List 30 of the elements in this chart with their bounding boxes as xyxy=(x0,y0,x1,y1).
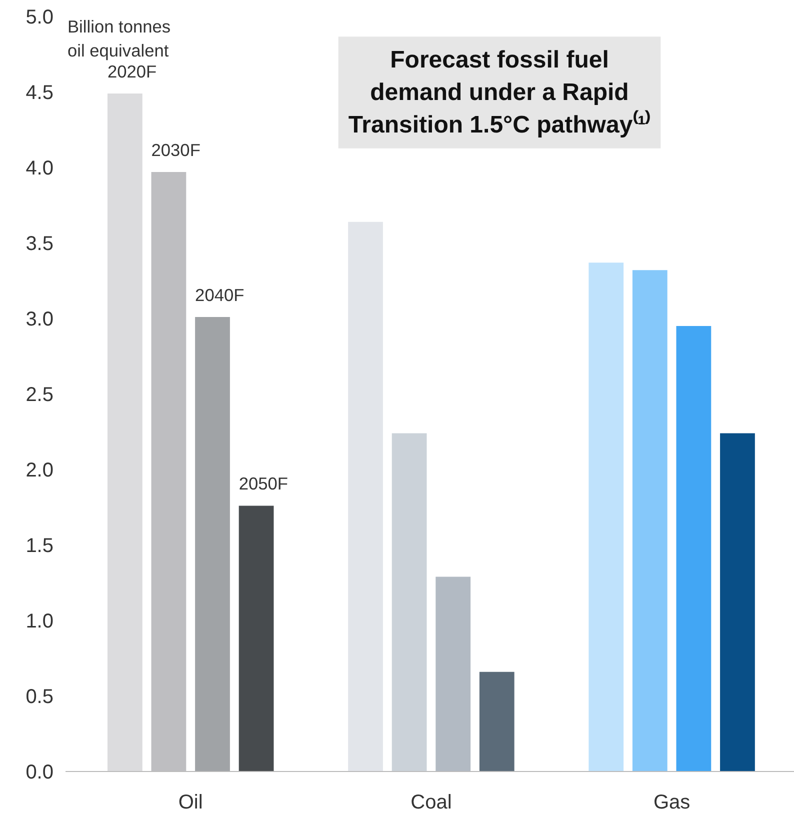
bar xyxy=(107,94,142,772)
y-tick-label: 4.5 xyxy=(26,82,54,104)
bar xyxy=(479,672,514,772)
y-tick-label: 3.0 xyxy=(26,308,54,330)
bar xyxy=(676,326,712,772)
y-tick-label: 2.5 xyxy=(26,384,54,406)
x-tick-label: Coal xyxy=(410,792,452,814)
bar xyxy=(348,222,383,772)
y-tick-label: 0.0 xyxy=(26,762,54,784)
bar xyxy=(238,506,274,772)
y-axis-title: Billion tonnes oil equivalent xyxy=(68,16,171,60)
series-label: 2050F xyxy=(238,474,288,494)
bar xyxy=(720,433,755,772)
y-tick-label: 0.5 xyxy=(26,686,54,708)
y-tick-label: 2.0 xyxy=(26,460,54,482)
bar xyxy=(392,433,427,772)
series-label: 2030F xyxy=(151,140,200,160)
y-tick-label: 1.5 xyxy=(26,535,54,557)
y-tick-label: 3.5 xyxy=(26,233,54,255)
text: Forecast fossil fuel demand under a Rapid Transition 1.5°C pathway⁽¹⁾ xyxy=(348,46,651,138)
x-tick-label: Oil xyxy=(178,792,203,814)
x-tick-label: Gas xyxy=(653,792,690,814)
series-label: 2020F xyxy=(107,62,157,82)
series-label: 2040F xyxy=(195,284,244,305)
y-tick-label: 4.0 xyxy=(26,158,54,180)
bar xyxy=(588,262,624,772)
y-tick-label: 1.0 xyxy=(26,610,54,632)
bar xyxy=(195,316,230,772)
bar xyxy=(632,270,668,772)
y-tick-label: 5.0 xyxy=(26,6,54,28)
